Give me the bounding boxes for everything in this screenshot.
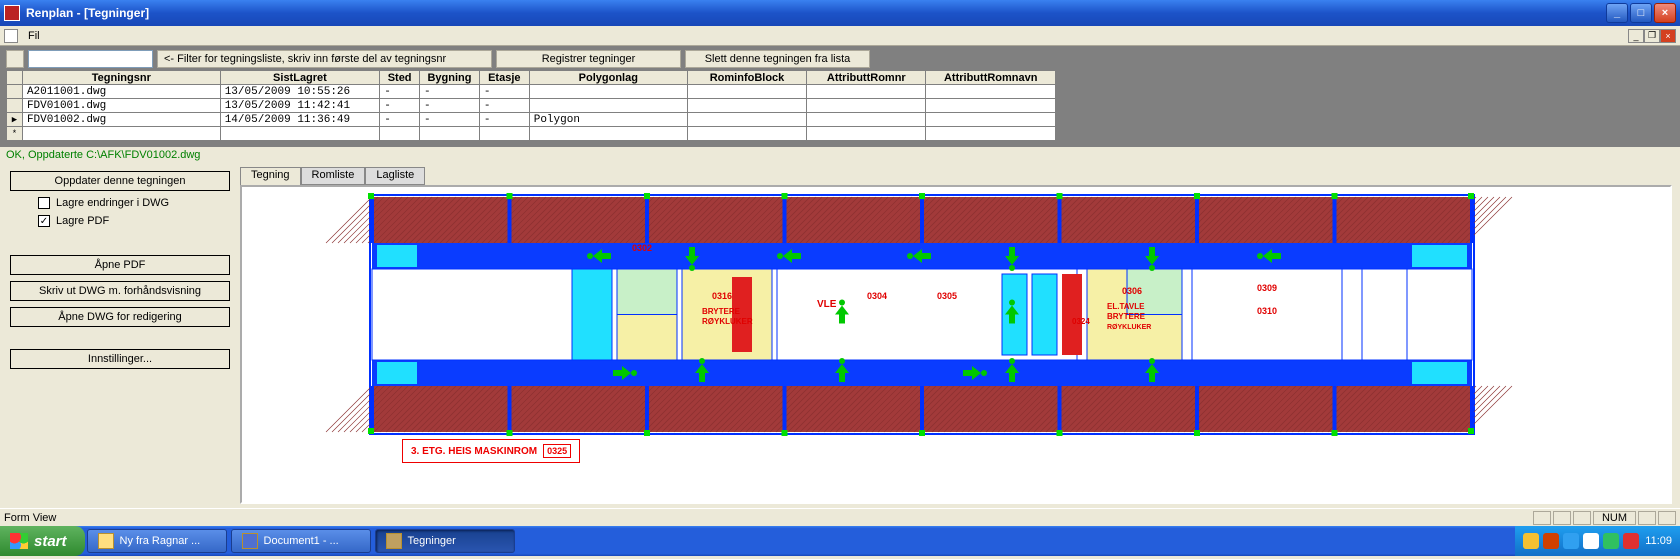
- taskbar-button[interactable]: Tegninger: [375, 529, 515, 553]
- register-drawings-button[interactable]: Registrer tegninger: [496, 50, 681, 68]
- svg-text:BRYTERE: BRYTERE: [1107, 312, 1146, 321]
- close-button[interactable]: ×: [1654, 3, 1676, 23]
- menubar: Fil _ ❐ ×: [0, 26, 1680, 46]
- task-icon: [98, 533, 114, 549]
- mdi-window-buttons: _ ❐ ×: [1628, 29, 1676, 43]
- filter-hint: <- Filter for tegningsliste, skriv inn f…: [157, 50, 492, 68]
- open-dwg-button[interactable]: Åpne DWG for redigering: [10, 307, 230, 327]
- column-header[interactable]: AttributtRomnr: [807, 71, 926, 85]
- right-panel: Tegning Romliste Lagliste 0302 0316 BRYTER…: [240, 163, 1680, 508]
- save-dwg-checkbox[interactable]: Lagre endringer i DWG: [8, 195, 232, 211]
- statusbar-cell: [1573, 511, 1591, 525]
- tab-lagliste[interactable]: Lagliste: [365, 167, 425, 185]
- taskbar-buttons: Ny fra Ragnar ...Document1 - ...Tegninge…: [85, 529, 517, 553]
- mdi-restore-button[interactable]: ❐: [1644, 29, 1660, 43]
- tab-romliste[interactable]: Romliste: [301, 167, 366, 185]
- tray-icon[interactable]: [1583, 533, 1599, 549]
- checkbox-icon: [38, 197, 50, 209]
- column-header[interactable]: RominfoBlock: [687, 71, 806, 85]
- drawing-viewport[interactable]: 03020316BRYTERERØYKLUKERVLE030403050306E…: [240, 185, 1672, 504]
- system-tray: 11:09: [1515, 526, 1680, 556]
- filter-input[interactable]: [28, 50, 153, 68]
- upper-toolbar-area: <- Filter for tegningsliste, skriv inn f…: [0, 46, 1680, 147]
- minimize-button[interactable]: _: [1606, 3, 1628, 23]
- column-header[interactable]: Sted: [380, 71, 420, 85]
- save-dwg-label: Lagre endringer i DWG: [56, 197, 169, 209]
- task-icon: [386, 533, 402, 549]
- tray-icon[interactable]: [1623, 533, 1639, 549]
- svg-text:RØYKLUKER: RØYKLUKER: [702, 317, 753, 326]
- table-row[interactable]: ▶FDV01002.dwg14/05/2009 11:36:49---Polyg…: [7, 113, 1056, 127]
- app-icon: [4, 5, 20, 21]
- save-pdf-label: Lagre PDF: [56, 215, 109, 227]
- open-pdf-button[interactable]: Åpne PDF: [10, 255, 230, 275]
- column-header[interactable]: AttributtRomnavn: [926, 71, 1056, 85]
- start-label: start: [34, 533, 67, 550]
- mdi-minimize-button[interactable]: _: [1628, 29, 1644, 43]
- taskbar-button[interactable]: Ny fra Ragnar ...: [87, 529, 227, 553]
- save-pdf-checkbox[interactable]: ✓ Lagre PDF: [8, 213, 232, 229]
- window-buttons: _ □ ×: [1606, 3, 1676, 23]
- tab-tegning[interactable]: Tegning: [240, 167, 301, 185]
- maximize-button[interactable]: □: [1630, 3, 1652, 23]
- column-header[interactable]: SistLagret: [220, 71, 379, 85]
- start-button[interactable]: start: [0, 526, 85, 556]
- titlebar: Renplan - [Tegninger] _ □ ×: [0, 0, 1680, 26]
- table-row[interactable]: A2011001.dwg13/05/2009 10:55:26---: [7, 85, 1056, 99]
- delete-drawing-button[interactable]: Slett denne tegningen fra lista: [685, 50, 870, 68]
- drawings-table[interactable]: TegningsnrSistLagretStedBygningEtasjePol…: [6, 70, 1056, 141]
- svg-text:RØYKLUKER: RØYKLUKER: [1107, 324, 1151, 331]
- svg-text:0305: 0305: [937, 291, 957, 301]
- tray-icon[interactable]: [1523, 533, 1539, 549]
- floor-label-box: 3. ETG. HEIS MASKINROM 0325: [402, 439, 580, 463]
- body-area: Oppdater denne tegningen Lagre endringer…: [0, 163, 1680, 508]
- tray-icon[interactable]: [1563, 533, 1579, 549]
- column-header[interactable]: Polygonlag: [529, 71, 687, 85]
- taskbar-button[interactable]: Document1 - ...: [231, 529, 371, 553]
- svg-text:0306: 0306: [1122, 286, 1142, 296]
- update-drawing-button[interactable]: Oppdater denne tegningen: [10, 171, 230, 191]
- svg-text:0302: 0302: [632, 243, 652, 253]
- print-dwg-button[interactable]: Skriv ut DWG m. forhåndsvisning: [10, 281, 230, 301]
- statusbar-cell: [1658, 511, 1676, 525]
- svg-text:VLE: VLE: [817, 299, 837, 310]
- tray-icon[interactable]: [1603, 533, 1619, 549]
- mdi-close-button[interactable]: ×: [1660, 29, 1676, 43]
- tray-icon[interactable]: [1543, 533, 1559, 549]
- floor-label-text: 3. ETG. HEIS MASKINROM: [411, 446, 537, 457]
- status-message: OK, Oppdaterte C:\AFK\FDV01002.dwg: [0, 147, 1680, 163]
- statusbar-num: NUM: [1593, 511, 1636, 525]
- task-icon: [242, 533, 258, 549]
- svg-text:0304: 0304: [867, 291, 887, 301]
- settings-button[interactable]: Innstillinger...: [10, 349, 230, 369]
- column-header[interactable]: Tegningsnr: [22, 71, 220, 85]
- window-title: Renplan - [Tegninger]: [26, 6, 1606, 20]
- statusbar-text: Form View: [4, 512, 56, 524]
- column-header[interactable]: Bygning: [420, 71, 480, 85]
- svg-text:BRYTERE: BRYTERE: [702, 307, 741, 316]
- table-new-row[interactable]: *: [7, 127, 1056, 141]
- table-row[interactable]: FDV01001.dwg13/05/2009 11:42:41---: [7, 99, 1056, 113]
- windows-flag-icon: [10, 533, 28, 549]
- statusbar-cell: [1533, 511, 1551, 525]
- column-header[interactable]: Etasje: [479, 71, 529, 85]
- svg-text:0324: 0324: [1072, 317, 1090, 326]
- svg-text:0309: 0309: [1257, 283, 1277, 293]
- taskbar: start Ny fra Ragnar ...Document1 - ...Te…: [0, 526, 1680, 556]
- checkbox-icon: ✓: [38, 215, 50, 227]
- menu-fil[interactable]: Fil: [22, 28, 46, 44]
- row-selector-icon: [6, 50, 24, 68]
- svg-text:0310: 0310: [1257, 306, 1277, 316]
- clock: 11:09: [1645, 535, 1672, 547]
- tabstrip: Tegning Romliste Lagliste: [240, 167, 1672, 185]
- datasheet-icon: [4, 29, 18, 43]
- left-panel: Oppdater denne tegningen Lagre endringer…: [0, 163, 240, 508]
- statusbar: Form View NUM: [0, 508, 1680, 526]
- svg-text:EL.TAVLE: EL.TAVLE: [1107, 302, 1145, 311]
- filter-row: <- Filter for tegningsliste, skriv inn f…: [6, 50, 1674, 68]
- svg-text:0316: 0316: [712, 291, 732, 301]
- statusbar-cell: [1638, 511, 1656, 525]
- floor-label-tag: 0325: [543, 444, 571, 458]
- statusbar-cell: [1553, 511, 1571, 525]
